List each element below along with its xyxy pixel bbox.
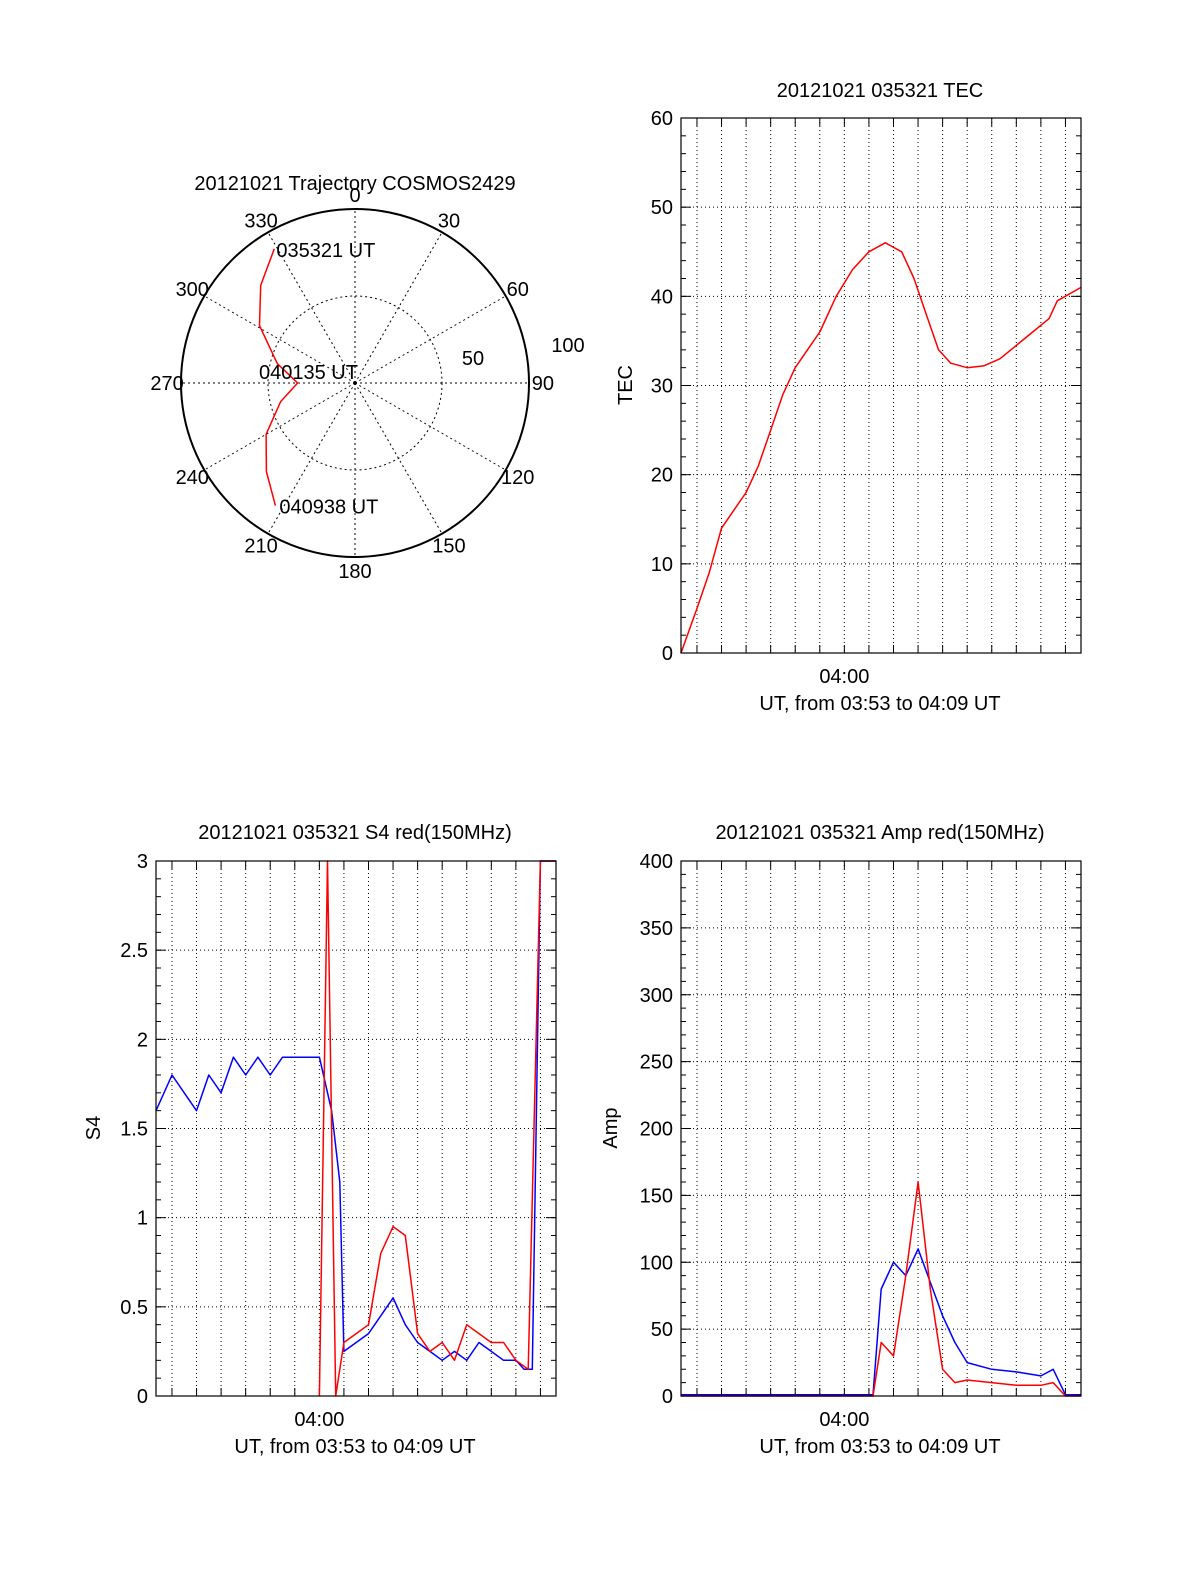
amp-chart: 20121021 035321 Amp red(150MHz) UT, from…	[600, 822, 1082, 1458]
amp-y-axis-label: Amp	[600, 1107, 622, 1148]
amp-y-tick-label: 150	[640, 1185, 673, 1207]
s4-y-tick-label: 1.5	[120, 1119, 148, 1141]
amp-y-tick-label: 0	[662, 1386, 673, 1408]
s4-title: 20121021 035321 S4 red(150MHz)	[198, 822, 512, 844]
s4-y-tick-label: 3	[137, 851, 148, 873]
s4-series-red-line	[318, 860, 556, 1397]
polar-angle-label: 0	[349, 185, 360, 207]
s4-y-tick-label: 1	[137, 1208, 148, 1230]
polar-spoke	[354, 295, 506, 384]
tec-y-axis-label: TEC	[615, 365, 637, 405]
s4-y-tick-label: 0	[137, 1386, 148, 1408]
amp-series-blue-line	[681, 1248, 1081, 1396]
amp-y-tick-label: 300	[640, 985, 673, 1007]
polar-radial-label: 100	[551, 335, 584, 357]
polar-outer-circle	[180, 208, 530, 558]
trajectory-path	[258, 248, 299, 506]
amp-x-axis-label: UT, from 03:53 to 04:09 UT	[759, 1436, 1000, 1458]
amp-x-tick-label: 04:00	[819, 1409, 869, 1431]
s4-chart: 20121021 035321 S4 red(150MHz) UT, from …	[83, 822, 557, 1458]
trajectory-title: 20121021 Trajectory COSMOS2429	[194, 173, 515, 195]
tec-y-tick-label: 30	[651, 376, 673, 398]
trajectory-end-label: 040938 UT	[279, 497, 378, 519]
amp-gridlines	[681, 860, 1081, 1397]
tec-chart: 20121021 035321 TEC UT, from 03:53 to 04…	[615, 80, 1082, 715]
tec-y-tick-label: 60	[651, 108, 673, 130]
tec-gridlines	[681, 117, 1081, 654]
s4-y-tick-label: 0.5	[120, 1297, 148, 1319]
polar-spoke	[267, 382, 356, 534]
polar-angle-label: 60	[507, 279, 529, 301]
polar-angle-label: 210	[244, 536, 277, 558]
polar-grid	[180, 208, 530, 558]
polar-angle-label: 240	[176, 467, 209, 489]
s4-series-blue-line	[155, 860, 556, 1371]
polar-angle-label: 330	[244, 210, 277, 232]
tec-y-tick-label: 50	[651, 197, 673, 219]
polar-angle-label: 150	[432, 536, 465, 558]
amp-axes-frame	[680, 860, 1082, 1397]
trajectory-mid-label: 040135 UT	[259, 362, 358, 384]
amp-y-tick-label: 350	[640, 918, 673, 940]
amp-y-tick-label: 250	[640, 1052, 673, 1074]
polar-labels: 0 30 60 90 120 150 180 210 240 270 300 330 50 100 0353…	[150, 185, 584, 583]
amp-y-tick-label: 200	[640, 1119, 673, 1141]
tec-y-tick-label: 10	[651, 554, 673, 576]
tec-axes-frame	[680, 117, 1082, 654]
polar-spoke	[354, 232, 443, 384]
s4-plot-area: 0 0.5 1 1.5 2 2.5 3 04:00	[120, 851, 557, 1431]
polar-radial-label: 50	[462, 348, 484, 370]
tec-series-red-line	[680, 242, 1082, 654]
amp-series-red-line	[681, 1181, 1081, 1397]
trajectory-polar-chart: 20121021 Trajectory COSMOS2429 0 30 60 90 12…	[150, 173, 584, 583]
tec-plot-area: 0 10 20 30 40 50 60 04:00	[651, 108, 1082, 688]
polar-angle-label: 270	[150, 373, 183, 395]
s4-y-tick-label: 2.5	[120, 940, 148, 962]
tec-y-tick-label: 40	[651, 286, 673, 308]
polar-angle-label: 30	[438, 210, 460, 232]
polar-angle-label: 120	[501, 467, 534, 489]
amp-plot-area: 0 50 100 150 200 250 300 350 400 04:00	[640, 851, 1082, 1431]
amp-y-tick-label: 400	[640, 851, 673, 873]
polar-spoke	[354, 382, 506, 471]
polar-spoke	[204, 295, 356, 384]
s4-y-axis-label: S4	[83, 1116, 105, 1140]
s4-y-tick-label: 2	[137, 1029, 148, 1051]
s4-x-tick-label: 04:00	[294, 1409, 344, 1431]
tec-x-tick-label: 04:00	[819, 666, 869, 688]
polar-angle-label: 90	[532, 373, 554, 395]
polar-angle-label: 180	[338, 561, 371, 583]
s4-axes-frame	[155, 860, 557, 1397]
polar-angle-label: 300	[176, 279, 209, 301]
polar-spoke	[267, 232, 356, 384]
tec-x-axis-label: UT, from 03:53 to 04:09 UT	[759, 693, 1000, 715]
polar-spoke	[204, 382, 356, 471]
amp-title: 20121021 035321 Amp red(150MHz)	[715, 822, 1044, 844]
s4-gridlines	[156, 860, 556, 1397]
amp-y-tick-label: 100	[640, 1252, 673, 1274]
amp-y-tick-label: 50	[651, 1319, 673, 1341]
tec-y-tick-label: 20	[651, 465, 673, 487]
polar-spoke	[354, 382, 443, 534]
trajectory-start-label: 035321 UT	[276, 240, 375, 262]
trajectory-track	[258, 248, 299, 506]
tec-y-tick-label: 0	[662, 643, 673, 665]
s4-x-axis-label: UT, from 03:53 to 04:09 UT	[234, 1436, 475, 1458]
tec-title: 20121021 035321 TEC	[777, 80, 983, 102]
